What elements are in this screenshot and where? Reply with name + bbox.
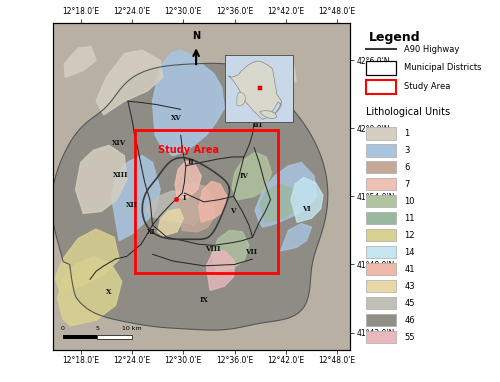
Polygon shape xyxy=(242,64,296,115)
Text: 10: 10 xyxy=(404,197,415,206)
Bar xyxy=(366,61,396,75)
Text: 55: 55 xyxy=(404,333,415,342)
Text: Study Area: Study Area xyxy=(404,83,450,91)
Polygon shape xyxy=(55,229,119,292)
Polygon shape xyxy=(96,50,163,115)
Text: XI: XI xyxy=(147,228,156,236)
Polygon shape xyxy=(58,256,122,326)
Polygon shape xyxy=(228,61,281,119)
Text: X: X xyxy=(106,288,112,296)
Text: VI: VI xyxy=(302,205,311,213)
Polygon shape xyxy=(112,155,160,241)
Polygon shape xyxy=(206,251,234,290)
Bar xyxy=(366,127,396,139)
Polygon shape xyxy=(255,162,316,227)
Polygon shape xyxy=(281,223,312,251)
Polygon shape xyxy=(178,183,215,232)
Text: V: V xyxy=(230,207,235,215)
Polygon shape xyxy=(152,50,224,155)
Polygon shape xyxy=(158,209,184,236)
Text: XIV: XIV xyxy=(112,139,126,147)
Text: Lithological Units: Lithological Units xyxy=(366,107,450,117)
Bar xyxy=(366,297,396,309)
Text: III: III xyxy=(252,121,262,129)
Polygon shape xyxy=(291,177,323,222)
Bar xyxy=(366,195,396,207)
Bar xyxy=(366,229,396,241)
Text: Legend: Legend xyxy=(368,31,420,44)
Text: N: N xyxy=(192,31,200,41)
Polygon shape xyxy=(260,184,297,222)
Text: 46: 46 xyxy=(404,316,415,325)
Bar xyxy=(366,280,396,292)
Text: IV: IV xyxy=(240,172,248,180)
Polygon shape xyxy=(232,152,272,200)
Bar xyxy=(366,331,396,343)
Text: 7: 7 xyxy=(404,180,409,189)
Bar xyxy=(366,178,396,191)
Text: I: I xyxy=(182,194,186,202)
Text: 45: 45 xyxy=(404,299,415,308)
Text: 1: 1 xyxy=(404,129,409,138)
Text: XII: XII xyxy=(126,201,138,209)
Polygon shape xyxy=(52,63,328,330)
Polygon shape xyxy=(76,146,127,214)
Bar xyxy=(366,80,396,94)
Text: Study Area: Study Area xyxy=(158,145,219,155)
Bar xyxy=(366,161,396,173)
Bar xyxy=(366,314,396,326)
Bar xyxy=(366,246,396,258)
Polygon shape xyxy=(175,161,202,198)
Text: IX: IX xyxy=(200,296,208,304)
Text: VIII: VIII xyxy=(206,245,221,253)
Text: VII: VII xyxy=(246,248,258,256)
Bar xyxy=(63,335,98,339)
Bar xyxy=(366,212,396,225)
Text: 10 km: 10 km xyxy=(122,327,142,332)
Polygon shape xyxy=(64,47,96,77)
Text: 11: 11 xyxy=(404,214,415,223)
Polygon shape xyxy=(198,181,227,222)
Polygon shape xyxy=(237,92,246,106)
Bar xyxy=(98,335,132,339)
Text: 14: 14 xyxy=(404,248,415,257)
Text: 41: 41 xyxy=(404,265,415,274)
Polygon shape xyxy=(146,191,202,225)
Text: 3: 3 xyxy=(404,146,409,155)
Text: XV: XV xyxy=(172,114,182,122)
Bar xyxy=(134,130,278,273)
Text: 0: 0 xyxy=(61,327,64,332)
Bar xyxy=(366,144,396,157)
Text: II: II xyxy=(188,159,194,167)
Bar xyxy=(366,263,396,275)
Polygon shape xyxy=(260,111,277,119)
Text: A90 Highway: A90 Highway xyxy=(404,45,460,53)
Text: 5: 5 xyxy=(96,327,100,332)
Text: 12: 12 xyxy=(404,231,415,240)
Text: 43: 43 xyxy=(404,282,415,291)
Text: 6: 6 xyxy=(404,163,409,172)
Polygon shape xyxy=(212,230,249,271)
Text: Municipal Districts: Municipal Districts xyxy=(404,63,482,73)
Text: XIII: XIII xyxy=(113,171,128,179)
